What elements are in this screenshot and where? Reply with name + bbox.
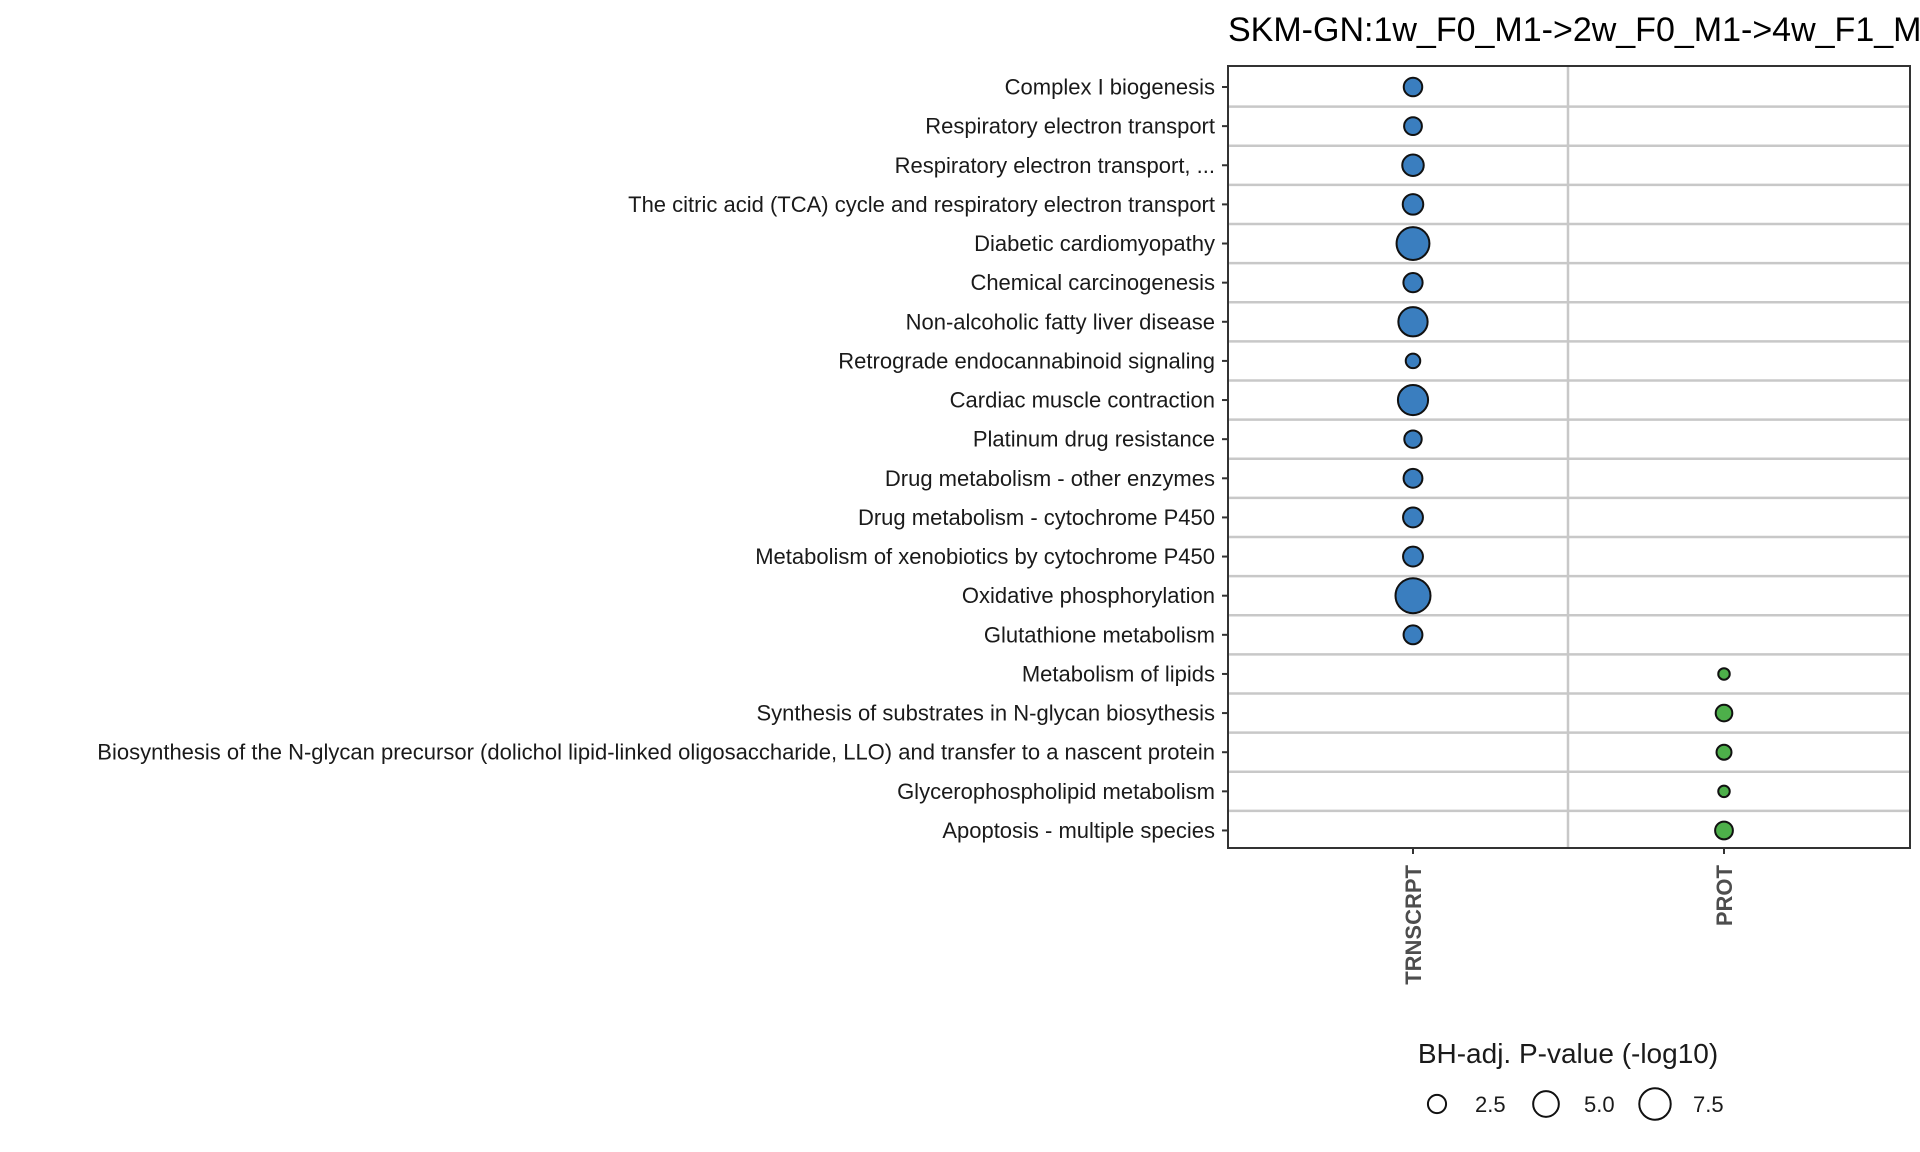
- row-label: Metabolism of lipids: [1022, 661, 1215, 686]
- legend-title: BH-adj. P-value (-log10): [1418, 1038, 1718, 1069]
- row-label: Biosynthesis of the N-glycan precursor (…: [97, 740, 1215, 765]
- row-label: Non-alcoholic fatty liver disease: [906, 309, 1215, 334]
- data-point: [1715, 743, 1733, 761]
- grid-lines: [1228, 66, 1910, 848]
- data-point: [1714, 703, 1734, 723]
- row-label: Cardiac muscle contraction: [950, 388, 1215, 413]
- data-point: [1401, 153, 1425, 177]
- row-label: Apoptosis - multiple species: [942, 818, 1215, 843]
- row-label: Chemical carcinogenesis: [970, 270, 1215, 295]
- chart-title: SKM-GN:1w_F0_M1->2w_F0_M1->4w_F1_M: [1228, 11, 1920, 49]
- plot-panel-border: [1227, 65, 1911, 849]
- row-label: Drug metabolism - cytochrome P450: [858, 505, 1215, 530]
- legend-key: [1638, 1087, 1672, 1121]
- legend-label: 2.5: [1475, 1092, 1506, 1117]
- column-label: TRNSCRPT: [1401, 864, 1426, 984]
- row-label: Complex I biogenesis: [1005, 75, 1215, 100]
- data-point: [1404, 352, 1422, 370]
- legend-label: 7.5: [1693, 1092, 1724, 1117]
- data-point: [1402, 624, 1424, 646]
- data-point: [1717, 667, 1731, 681]
- data-point: [1402, 506, 1424, 529]
- row-label: The citric acid (TCA) cycle and respirat…: [628, 192, 1215, 217]
- data-point: [1717, 784, 1731, 799]
- row-label: Diabetic cardiomyopathy: [974, 231, 1215, 256]
- data-point: [1402, 272, 1424, 294]
- data-point: [1396, 383, 1430, 417]
- row-label: Respiratory electron transport: [925, 114, 1215, 139]
- row-label: Glycerophospholipid metabolism: [897, 779, 1215, 804]
- size-legend: BH-adj. P-value (-log10) 2.5 5.0 7.5: [1418, 1038, 1724, 1121]
- data-point: [1402, 76, 1424, 98]
- column-label: PROT: [1712, 864, 1737, 926]
- row-labels: Complex I biogenesis Respiratory electron…: [97, 75, 1228, 843]
- row-label: Retrograde endocannabinoid signaling: [838, 348, 1215, 373]
- data-point: [1395, 226, 1431, 261]
- row-label: Platinum drug resistance: [973, 427, 1215, 452]
- row-label: Respiratory electron transport, ...: [895, 153, 1215, 178]
- data-point: [1403, 429, 1423, 449]
- legend-label: 5.0: [1584, 1092, 1615, 1117]
- data-points: [1394, 76, 1734, 841]
- legend-key: [1426, 1093, 1448, 1115]
- row-label: Synthesis of substrates in N-glycan bios…: [756, 701, 1215, 726]
- legend-key: [1532, 1090, 1560, 1118]
- row-label: Drug metabolism - other enzymes: [885, 466, 1215, 491]
- data-point: [1403, 116, 1423, 137]
- row-label: Glutathione metabolism: [984, 622, 1215, 647]
- data-point: [1402, 545, 1424, 568]
- row-label: Metabolism of xenobiotics by cytochrome …: [755, 544, 1215, 569]
- data-point: [1397, 306, 1429, 338]
- data-point: [1401, 193, 1425, 216]
- column-labels: TRNSCRPT PROT: [1401, 848, 1737, 985]
- data-point: [1714, 820, 1734, 841]
- row-label: Oxidative phosphorylation: [962, 583, 1215, 608]
- data-point: [1394, 577, 1432, 615]
- data-point: [1402, 467, 1424, 489]
